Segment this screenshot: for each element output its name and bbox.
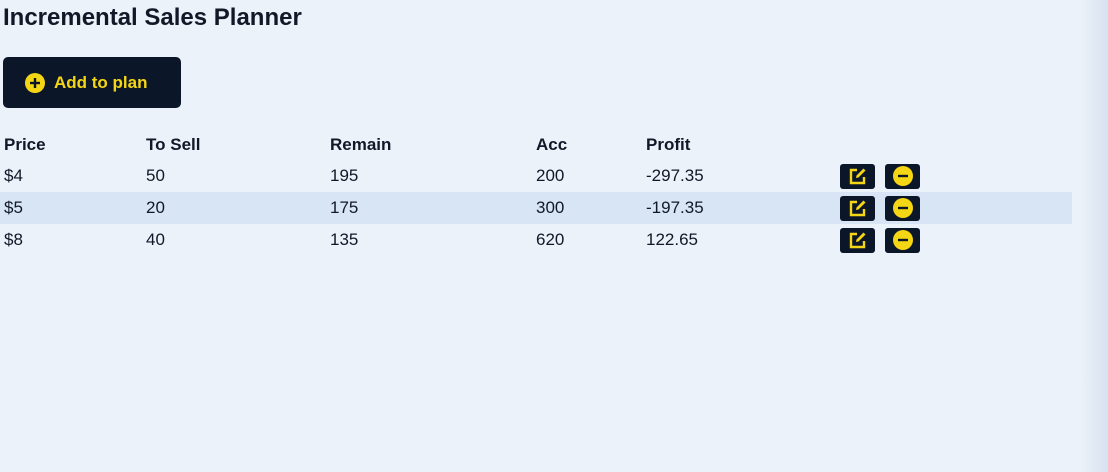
edit-icon — [849, 168, 865, 185]
remove-button[interactable] — [885, 195, 920, 221]
cell-profit: -197.35 — [642, 192, 836, 224]
cell-acc: 200 — [536, 166, 565, 185]
edit-button[interactable] — [840, 195, 875, 221]
table-row: $5 20 175 300 -197.35 — [0, 192, 1072, 224]
minus-circle-icon — [892, 166, 913, 186]
header-acc: Acc — [536, 135, 568, 154]
minus-circle-icon — [892, 198, 913, 218]
cell-profit: -297.35 — [646, 166, 704, 185]
edit-icon — [849, 200, 865, 217]
remove-button[interactable] — [885, 227, 920, 253]
cell-remain: 175 — [326, 192, 532, 224]
remove-button[interactable] — [885, 163, 920, 189]
plus-circle-icon — [25, 72, 45, 93]
table-header-row: Price To Sell Remain Acc Profit — [0, 130, 1072, 160]
cell-to-sell: 20 — [142, 192, 326, 224]
sales-plan-table: Price To Sell Remain Acc Profit $4 50 19… — [0, 130, 1072, 256]
scroll-shade — [1080, 0, 1108, 472]
cell-profit: 122.65 — [646, 230, 698, 249]
edit-button[interactable] — [840, 227, 875, 253]
minus-circle-icon — [892, 230, 913, 250]
table-row: $4 50 195 200 -297.35 — [0, 160, 1072, 192]
cell-acc: 300 — [532, 192, 642, 224]
cell-remain: 135 — [330, 230, 359, 249]
cell-actions — [836, 160, 1072, 192]
cell-acc: 620 — [536, 230, 565, 249]
edit-button[interactable] — [840, 163, 875, 189]
edit-icon — [849, 232, 865, 249]
cell-actions — [836, 192, 1072, 224]
header-remain: Remain — [330, 135, 392, 154]
cell-price: $4 — [4, 166, 23, 185]
add-to-plan-label: Add to plan — [54, 72, 148, 92]
header-price: Price — [4, 135, 46, 154]
header-to-sell: To Sell — [146, 135, 201, 154]
cell-price: $5 — [0, 192, 142, 224]
add-to-plan-button[interactable]: Add to plan — [3, 57, 181, 108]
header-actions — [836, 130, 1072, 160]
page-title: Incremental Sales Planner — [3, 4, 302, 31]
table-row: $8 40 135 620 122.65 — [0, 224, 1072, 256]
header-profit: Profit — [646, 135, 691, 154]
cell-to-sell: 40 — [146, 230, 165, 249]
cell-to-sell: 50 — [146, 166, 165, 185]
cell-remain: 195 — [330, 166, 359, 185]
cell-price: $8 — [4, 230, 23, 249]
cell-actions — [836, 224, 1072, 256]
